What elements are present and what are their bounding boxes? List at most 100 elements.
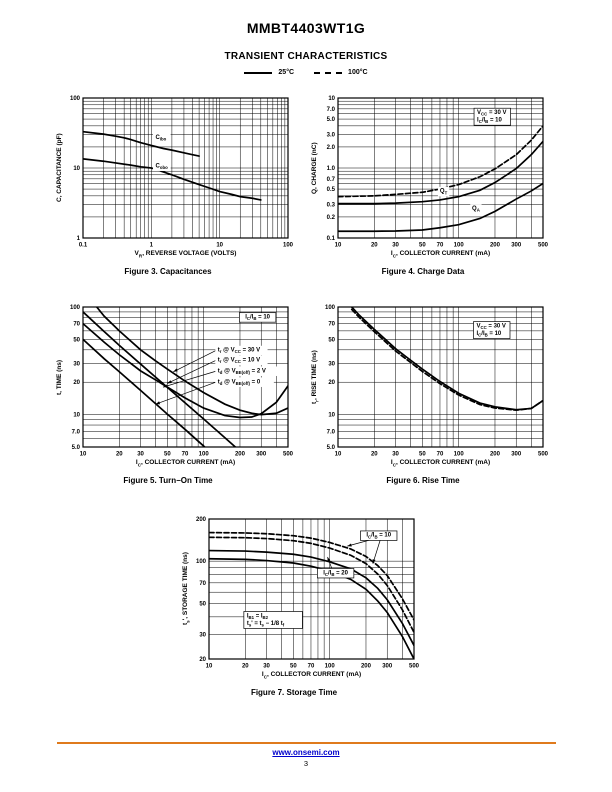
svg-text:2.0: 2.0 bbox=[327, 145, 336, 151]
legend-dashed-line-icon bbox=[314, 71, 343, 74]
svg-text:0.5: 0.5 bbox=[327, 187, 336, 193]
figure-3-capacitances: C, CAPACITANCE (pF) 1 10 100 0.1 1 10 100 Cibo C… bbox=[43, 88, 294, 288]
figure-5-turn-on-time: t, TIME (ns) 5.0 7.0 10 20 30 50 70 100 10 20 30 50… bbox=[43, 297, 294, 497]
svg-text:50: 50 bbox=[419, 243, 426, 249]
svg-text:1: 1 bbox=[150, 243, 154, 249]
svg-text:tr @ VCC = 10 V: tr @ VCC = 10 V bbox=[218, 357, 260, 364]
svg-text:10: 10 bbox=[80, 452, 87, 458]
svg-text:500: 500 bbox=[538, 243, 549, 249]
svg-text:0.3: 0.3 bbox=[327, 203, 336, 209]
svg-text:Cibo: Cibo bbox=[155, 135, 166, 142]
svg-text:200: 200 bbox=[361, 664, 372, 670]
svg-text:100: 100 bbox=[70, 305, 81, 311]
figure-caption: Figure 6. Rise Time bbox=[386, 476, 460, 485]
svg-text:0.1: 0.1 bbox=[79, 243, 88, 249]
svg-text:100: 100 bbox=[454, 243, 465, 249]
svg-text:IC/IB = 10: IC/IB = 10 bbox=[366, 533, 391, 540]
svg-text:IC/IB = 10: IC/IB = 10 bbox=[476, 331, 501, 338]
svg-text:VCC = 30 V: VCC = 30 V bbox=[477, 110, 506, 117]
footer-rule bbox=[57, 742, 556, 744]
svg-text:300: 300 bbox=[511, 452, 522, 458]
svg-text:200: 200 bbox=[235, 452, 246, 458]
svg-text:10: 10 bbox=[328, 413, 335, 419]
svg-text:30: 30 bbox=[137, 452, 144, 458]
svg-text:70: 70 bbox=[308, 664, 315, 670]
svg-text:10: 10 bbox=[335, 243, 342, 249]
svg-text:200: 200 bbox=[490, 243, 501, 249]
x-axis-label: VR, REVERSE VOLTAGE (VOLTS) bbox=[134, 250, 237, 259]
svg-text:td @ VBE(off) = 2 V: td @ VBE(off) = 2 V bbox=[218, 368, 266, 375]
figure-caption: Figure 7. Storage Time bbox=[250, 688, 338, 697]
svg-text:30: 30 bbox=[328, 361, 335, 367]
svg-text:IC/IB = 10: IC/IB = 10 bbox=[245, 314, 270, 321]
legend-solid-line-icon bbox=[244, 71, 273, 74]
svg-text:7.0: 7.0 bbox=[327, 429, 336, 435]
svg-text:70: 70 bbox=[73, 322, 80, 328]
figure-caption: Figure 5. Turn−On Time bbox=[123, 476, 213, 485]
svg-text:tr @ VCC = 30 V: tr @ VCC = 30 V bbox=[218, 348, 260, 355]
section-title: TRANSIENT CHARACTERISTICS bbox=[224, 51, 388, 62]
svg-text:10: 10 bbox=[73, 166, 80, 172]
svg-text:100: 100 bbox=[196, 559, 207, 565]
page-title: MMBT4403WT1G bbox=[246, 20, 366, 36]
onsemi-link[interactable]: www.onsemi.com bbox=[272, 748, 340, 757]
svg-text:Cobo: Cobo bbox=[155, 163, 168, 170]
legend-label-100c: 100°C bbox=[348, 69, 368, 76]
svg-text:70: 70 bbox=[437, 452, 444, 458]
svg-text:20: 20 bbox=[116, 452, 123, 458]
svg-text:5.0: 5.0 bbox=[327, 445, 336, 451]
svg-text:10: 10 bbox=[216, 243, 223, 249]
svg-text:70: 70 bbox=[328, 322, 335, 328]
svg-text:20: 20 bbox=[73, 380, 80, 386]
svg-text:QA: QA bbox=[472, 206, 480, 213]
svg-text:30: 30 bbox=[392, 243, 399, 249]
svg-text:0.1: 0.1 bbox=[327, 236, 336, 242]
svg-text:200: 200 bbox=[196, 517, 207, 523]
svg-text:200: 200 bbox=[490, 452, 501, 458]
figure-6-rise-time: tr, RISE TIME (ns) 5.0 7.0 10 20 30 50 70 100 10… bbox=[298, 297, 549, 497]
svg-text:20: 20 bbox=[371, 243, 378, 249]
svg-text:100: 100 bbox=[283, 243, 294, 249]
figure-7-storage-time: ts', STORAGE TIME (ns) 20 30 50 70 100 200 10 2… bbox=[169, 509, 420, 709]
svg-text:100: 100 bbox=[199, 452, 210, 458]
svg-text:20: 20 bbox=[199, 657, 206, 663]
svg-text:30: 30 bbox=[392, 452, 399, 458]
svg-text:50: 50 bbox=[419, 452, 426, 458]
svg-text:10: 10 bbox=[73, 413, 80, 419]
svg-text:VCC = 30 V: VCC = 30 V bbox=[476, 323, 505, 330]
svg-text:1: 1 bbox=[77, 236, 81, 242]
svg-text:0.2: 0.2 bbox=[327, 215, 336, 221]
svg-text:10: 10 bbox=[206, 664, 213, 670]
svg-text:300: 300 bbox=[256, 452, 267, 458]
svg-text:7.0: 7.0 bbox=[327, 107, 336, 113]
svg-text:50: 50 bbox=[290, 664, 297, 670]
svg-text:td @ VBE(off) = 0: td @ VBE(off) = 0 bbox=[218, 379, 261, 386]
svg-text:300: 300 bbox=[382, 664, 393, 670]
svg-text:50: 50 bbox=[328, 337, 335, 343]
svg-text:3.0: 3.0 bbox=[327, 133, 336, 139]
svg-text:500: 500 bbox=[409, 664, 420, 670]
svg-text:1.0: 1.0 bbox=[327, 166, 336, 172]
svg-text:50: 50 bbox=[199, 601, 206, 607]
turn-on-time-chart: 5.0 7.0 10 20 30 50 70 100 10 20 30 50 70 100 200 300 50… bbox=[70, 305, 294, 458]
svg-text:100: 100 bbox=[70, 96, 81, 102]
figure-caption: Figure 3. Capacitances bbox=[124, 267, 212, 276]
page-number: 3 bbox=[303, 759, 309, 768]
x-axis-label: IC, COLLECTOR CURRENT (mA) bbox=[135, 459, 236, 468]
svg-text:30: 30 bbox=[263, 664, 270, 670]
charge-chart: 0.1 0.2 0.3 0.5 0.7 1.0 2.0 3.0 5.0 7.0 10 10 20 30 50… bbox=[327, 96, 549, 249]
x-axis-label: IC, COLLECTOR CURRENT (mA) bbox=[390, 459, 491, 468]
svg-text:5.0: 5.0 bbox=[72, 445, 81, 451]
svg-text:10: 10 bbox=[335, 452, 342, 458]
svg-text:300: 300 bbox=[511, 243, 522, 249]
svg-text:30: 30 bbox=[73, 361, 80, 367]
svg-text:500: 500 bbox=[283, 452, 294, 458]
svg-text:70: 70 bbox=[437, 243, 444, 249]
legend-label-25c: 25°C bbox=[278, 69, 295, 76]
svg-text:IC/IB = 10: IC/IB = 10 bbox=[477, 118, 502, 125]
svg-text:70: 70 bbox=[182, 452, 189, 458]
figure-caption: Figure 4. Charge Data bbox=[381, 267, 465, 276]
rise-time-chart: 5.0 7.0 10 20 30 50 70 100 10 20 30 50 70 100 200 300 50… bbox=[325, 305, 549, 458]
